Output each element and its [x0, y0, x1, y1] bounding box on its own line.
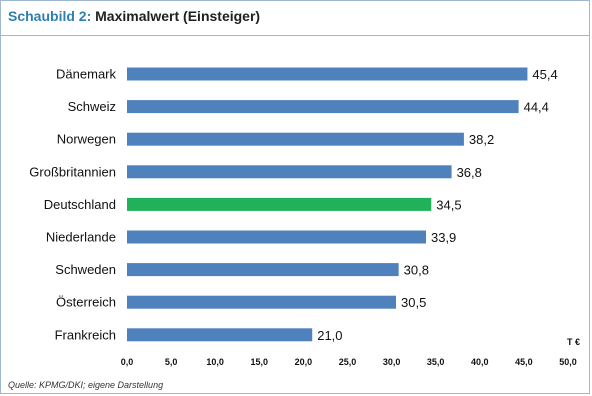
x-tick-label: 45,0 [515, 357, 533, 367]
chart-title-text: Maximalwert (Einsteiger) [95, 8, 261, 24]
value-label: 30,5 [401, 295, 426, 310]
value-label: 45,4 [532, 67, 557, 82]
x-tick-label: 30,0 [383, 357, 401, 367]
bar [127, 132, 464, 146]
category-label: Schweiz [68, 99, 116, 114]
bar [127, 100, 519, 114]
x-tick-label: 0,0 [121, 357, 134, 367]
bar [127, 328, 313, 342]
value-label: 44,4 [524, 100, 549, 115]
bar [127, 67, 528, 81]
title-divider [0, 35, 590, 36]
value-label: 34,5 [436, 197, 461, 212]
bar [127, 295, 397, 309]
category-label: Österreich [56, 295, 116, 310]
value-label: 30,8 [404, 263, 429, 278]
source-note: Quelle: KPMG/DKI; eigene Darstellung [8, 380, 164, 390]
category-label: Niederlande [46, 230, 116, 245]
bar [127, 230, 426, 244]
bar [127, 263, 399, 277]
x-tick-label: 10,0 [206, 357, 224, 367]
value-label: 33,9 [431, 230, 456, 245]
x-tick-label: 20,0 [295, 357, 313, 367]
chart-title-prefix: Schaubild 2: [8, 8, 92, 24]
value-label: 36,8 [457, 165, 482, 180]
category-label: Frankreich [55, 327, 116, 342]
x-tick-label: 5,0 [165, 357, 178, 367]
unit-label: T € [567, 337, 580, 347]
bar [127, 197, 432, 211]
x-tick-label: 40,0 [471, 357, 489, 367]
category-label: Dänemark [56, 67, 116, 82]
x-tick-label: 50,0 [559, 357, 577, 367]
category-label: Deutschland [44, 197, 116, 212]
category-label: Schweden [55, 262, 116, 277]
value-label: 21,0 [317, 328, 342, 343]
chart-title: Schaubild 2: Maximalwert (Einsteiger) [8, 8, 260, 24]
value-label: 38,2 [469, 132, 494, 147]
x-tick-label: 15,0 [251, 357, 269, 367]
category-label: Norwegen [57, 132, 116, 147]
bar [127, 165, 452, 179]
x-tick-label: 35,0 [427, 357, 445, 367]
category-label: Großbritannien [29, 164, 116, 179]
x-tick-label: 25,0 [339, 357, 357, 367]
